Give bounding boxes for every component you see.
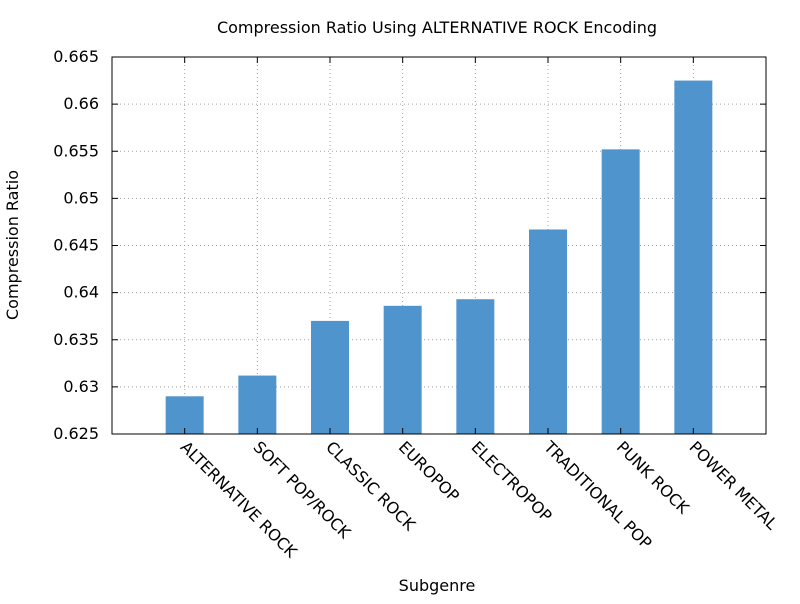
x-axis-label: Subgenre [399,576,476,595]
y-tick-label: 0.625 [53,424,99,443]
y-tick-label: 0.65 [63,188,99,207]
y-tick-label: 0.655 [53,141,99,160]
y-tick-label: 0.665 [53,47,99,66]
x-tick-label: POWER METAL [686,437,782,533]
bar-3 [383,305,422,434]
bar-1 [238,375,277,434]
bars [165,80,713,435]
bar-5 [529,229,567,434]
y-tick-label: 0.64 [63,283,99,302]
y-tick-label: 0.66 [63,94,99,113]
y-axis-ticks: 0.625 0.63 0.635 0.64 0.645 0.65 0.655 0.66 0.66… [53,47,766,443]
grid-lines [112,57,766,434]
bar-7 [674,80,713,434]
y-axis-label: Compression Ratio [3,170,22,320]
bar-2 [311,320,349,434]
chart-title: Compression Ratio Using ALTERNATIVE ROCK… [217,18,657,37]
bar-6 [601,149,640,435]
bar-4 [456,299,495,434]
y-tick-label: 0.635 [53,330,99,349]
bar-0 [165,396,204,434]
plot-frame [111,56,767,435]
x-tick-label: EUROPOP [395,437,463,505]
y-tick-label: 0.645 [53,236,99,255]
x-tick-label: PUNK ROCK [613,437,693,517]
y-tick-label: 0.63 [63,377,99,396]
